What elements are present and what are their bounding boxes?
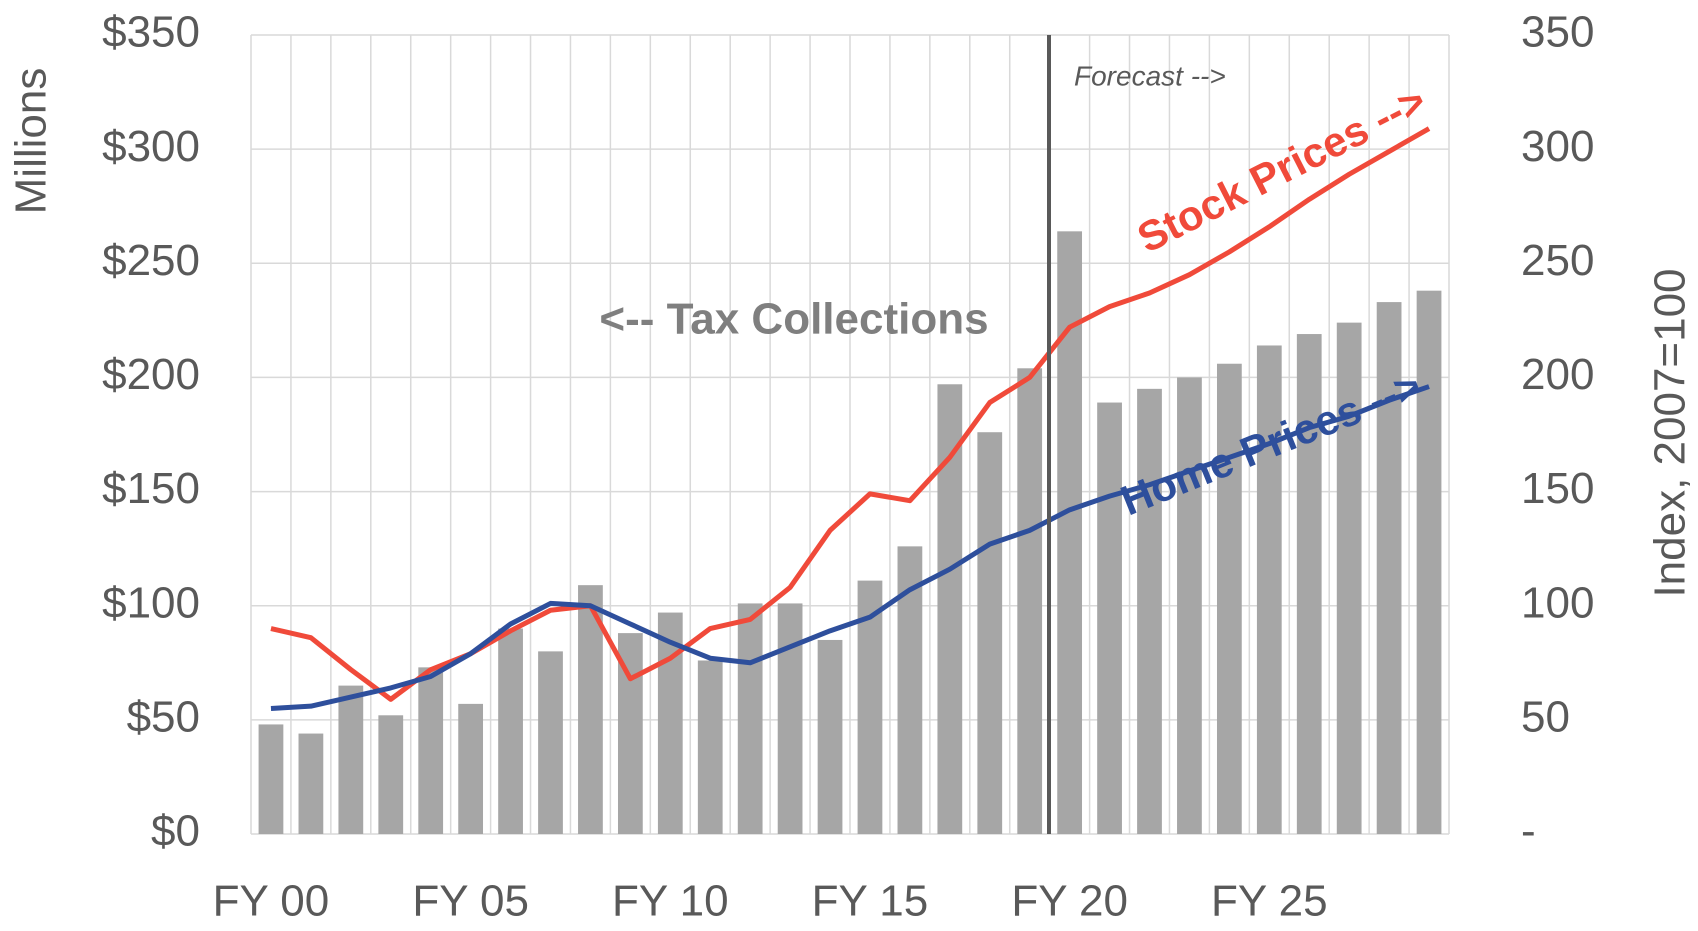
x-tick-label: FY 15: [812, 877, 929, 926]
x-tick-label: FY 25: [1211, 877, 1328, 926]
x-tick-label: FY 10: [612, 877, 729, 926]
y2-tick-label: 100: [1521, 578, 1594, 627]
bar: [378, 715, 404, 834]
bar: [1057, 231, 1083, 835]
y2-tick-label: 200: [1521, 350, 1594, 399]
bar: [977, 432, 1003, 834]
bar: [1017, 368, 1043, 834]
bar: [258, 724, 284, 834]
bar: [338, 685, 364, 834]
bar: [857, 580, 883, 834]
x-tick-label: FY 20: [1011, 877, 1128, 926]
forecast-label: Forecast -->: [1074, 60, 1226, 91]
series-label: Stock Prices -->: [1130, 76, 1433, 261]
bar: [737, 603, 763, 834]
bar: [937, 384, 963, 834]
grid: [250, 34, 1450, 835]
line: [270, 384, 1430, 711]
y-axis-title: Millions: [7, 68, 56, 215]
y2-tick-label: 250: [1521, 236, 1594, 285]
bar: [1336, 322, 1362, 834]
bar: [1216, 363, 1242, 834]
bar: [538, 651, 563, 834]
series-label: <-- Tax Collections: [599, 295, 988, 344]
y-tick-label: $50: [127, 692, 200, 741]
bar: [1256, 345, 1282, 834]
y-tick-label: $0: [151, 807, 200, 856]
bar: [298, 733, 324, 834]
y2-axis-title: Index, 2007=100: [1646, 268, 1695, 597]
bar: [817, 639, 843, 834]
bar: [697, 660, 723, 834]
bar: [1177, 377, 1202, 834]
bar: [777, 603, 803, 834]
bar: [418, 667, 444, 834]
bar: [498, 628, 523, 834]
y-tick-label: $200: [102, 350, 200, 399]
bar: [1416, 290, 1442, 834]
x-tick-label: FY 00: [213, 877, 330, 926]
bar: [578, 585, 603, 834]
bar: [1376, 302, 1402, 834]
y-tick-label: $100: [102, 578, 200, 627]
y2-tick-label: -: [1521, 807, 1536, 856]
y-tick-label: $350: [102, 8, 200, 57]
y-tick-label: $150: [102, 464, 200, 513]
y-tick-label: $300: [102, 122, 200, 171]
y2-tick-label: 300: [1521, 122, 1594, 171]
y2-tick-label: 350: [1521, 8, 1594, 57]
y2-tick-label: 50: [1521, 692, 1570, 741]
bar: [1097, 402, 1122, 834]
x-tick-label: FY 05: [412, 877, 529, 926]
bar: [1296, 334, 1322, 834]
bar: [1137, 388, 1162, 834]
y2-tick-label: 150: [1521, 464, 1594, 513]
bar: [458, 703, 484, 834]
y-tick-label: $250: [102, 236, 200, 285]
